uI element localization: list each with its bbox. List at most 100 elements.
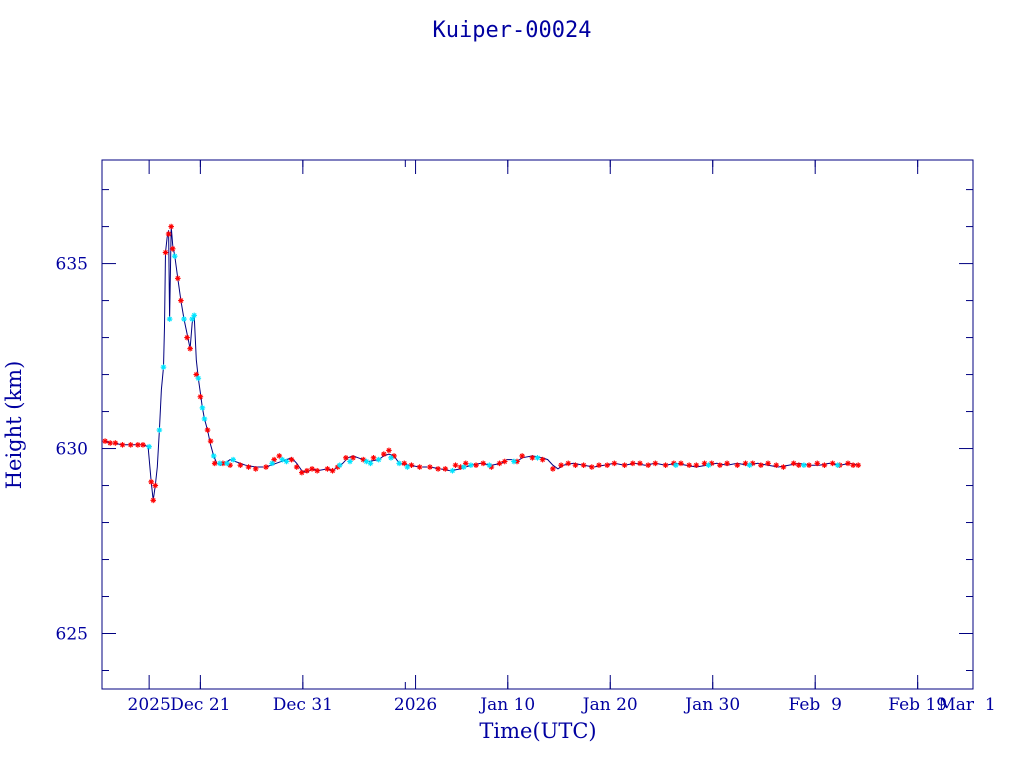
data-point — [148, 479, 154, 485]
x-tick-label: Feb 19 — [888, 695, 947, 715]
data-point — [386, 447, 392, 454]
data-point — [293, 464, 300, 470]
data-point — [211, 460, 218, 467]
data-point — [534, 454, 541, 461]
data-point — [224, 460, 230, 467]
data-point — [152, 482, 159, 489]
data-point — [486, 462, 493, 468]
data-point — [276, 453, 283, 459]
data-point — [204, 427, 211, 433]
data-point — [724, 460, 730, 467]
data-point — [596, 462, 602, 468]
data-point — [693, 462, 700, 468]
x-tick-label: Dec 21 — [170, 695, 230, 715]
data-point — [263, 464, 269, 470]
data-point — [162, 249, 169, 256]
data-point — [347, 458, 353, 465]
data-point — [388, 454, 394, 461]
data-point — [452, 462, 459, 468]
data-point — [572, 462, 579, 468]
data-point — [746, 462, 753, 468]
data-point — [178, 297, 184, 304]
data-point — [773, 462, 780, 468]
data-point — [850, 462, 856, 468]
data-point — [435, 466, 441, 472]
data-point — [686, 462, 692, 468]
data-point — [780, 464, 787, 470]
data-point — [645, 462, 651, 468]
x-tick-label: Jan 30 — [683, 695, 740, 715]
data-point — [350, 454, 356, 461]
data-point — [855, 462, 862, 468]
data-point — [604, 462, 610, 468]
data-point — [146, 443, 152, 450]
data-point — [367, 460, 374, 467]
data-point — [370, 454, 377, 461]
data-point — [195, 375, 202, 382]
data-point — [637, 460, 643, 467]
data-point — [181, 316, 187, 322]
data-point — [473, 462, 479, 468]
data-point — [140, 442, 146, 448]
y-axis-label: Height (km) — [2, 361, 26, 490]
data-point — [511, 458, 517, 465]
data-point — [329, 467, 336, 474]
axis-ticks: 625 630 635 2025 Dec 21 Dec 31 2026 Jan 10 Jan 2… — [56, 160, 996, 715]
data-point — [169, 245, 176, 252]
data-point — [550, 466, 556, 472]
data-point — [168, 223, 174, 230]
data-point — [197, 393, 204, 400]
data-point — [845, 460, 851, 467]
x-tick-label: 2025 — [128, 695, 171, 715]
data-point — [829, 460, 836, 467]
data-point — [621, 462, 628, 468]
data-point — [673, 462, 679, 468]
x-tick-label: Feb 9 — [788, 695, 841, 715]
data-point — [496, 460, 503, 467]
data-point — [230, 456, 236, 463]
data-point — [375, 456, 382, 463]
x-tick-label: 2026 — [394, 695, 437, 715]
x-tick-label: Jan 20 — [581, 695, 638, 715]
data-point — [165, 231, 172, 237]
data-point — [501, 458, 508, 465]
data-point — [790, 460, 797, 467]
data-point — [380, 451, 387, 457]
data-point — [201, 416, 208, 422]
data-point — [269, 460, 275, 467]
data-point — [734, 462, 741, 468]
data-point — [565, 460, 572, 467]
data-point — [404, 464, 411, 470]
data-point — [166, 316, 173, 322]
data-point — [442, 466, 449, 472]
series-layer — [102, 223, 862, 504]
x-tick-label: Mar 1 — [938, 695, 995, 715]
data-point — [705, 462, 712, 468]
data-point — [765, 460, 771, 467]
data-point — [237, 462, 244, 468]
data-point — [217, 460, 223, 467]
data-point — [460, 464, 467, 470]
chart-title: Kuiper-00024 — [433, 18, 592, 43]
data-point — [589, 464, 595, 470]
data-point — [480, 460, 486, 467]
data-point — [662, 462, 669, 468]
data-point — [283, 458, 290, 465]
data-point — [127, 442, 134, 448]
data-point — [801, 462, 807, 468]
data-point — [314, 467, 320, 474]
data-point — [160, 364, 167, 370]
data-point — [558, 462, 564, 468]
x-axis-label: Time(UTC) — [479, 719, 596, 743]
data-point — [299, 469, 305, 476]
data-point — [396, 460, 402, 467]
data-point — [271, 456, 277, 463]
data-point — [814, 460, 821, 467]
data-point — [207, 438, 214, 444]
data-point — [309, 466, 315, 472]
data-point — [678, 460, 684, 467]
x-tick-label: Dec 31 — [273, 695, 333, 715]
data-point — [834, 462, 841, 468]
data-point — [288, 456, 295, 463]
